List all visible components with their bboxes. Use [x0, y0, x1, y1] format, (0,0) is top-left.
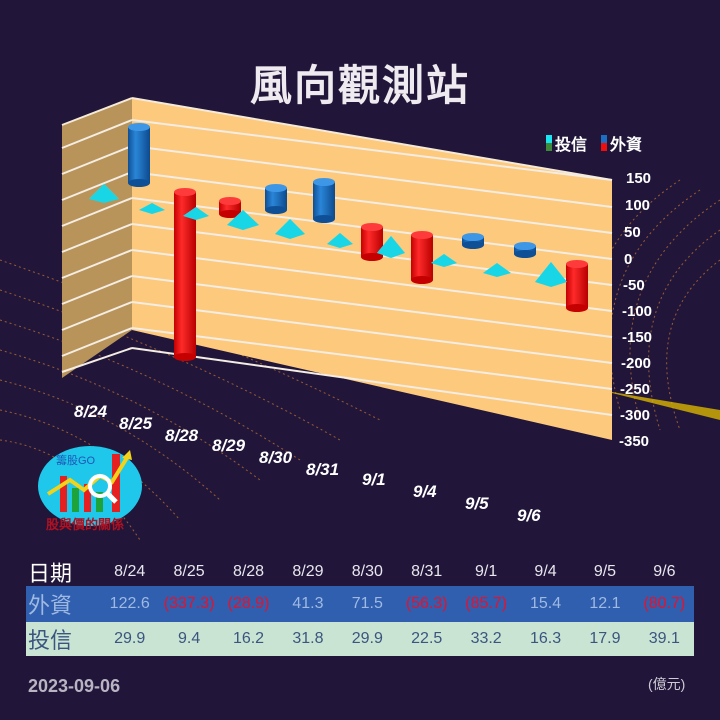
- y-tick: 50: [624, 224, 641, 241]
- pyramid-swatch-icon: [546, 135, 552, 151]
- chart-legend: 投信 外資: [546, 131, 642, 155]
- table-row-trust: 投信 29.9 9.4 16.2 31.8 29.9 22.5 33.2 16.…: [26, 622, 694, 656]
- table-cell: 41.3: [292, 595, 324, 612]
- table-cell: 122.6: [109, 595, 150, 612]
- brand-logo: 籌股GO 股與價的關係: [38, 446, 142, 532]
- legend-item-foreign: 外資: [601, 131, 642, 155]
- trust-series: [89, 184, 567, 287]
- y-tick: -300: [620, 407, 651, 424]
- data-table: 日期 8/24 8/25 8/28 8/29 8/30 8/31 9/1 9/4…: [26, 558, 694, 656]
- table-cell: 8/25: [173, 563, 205, 580]
- y-tick: -100: [622, 303, 653, 320]
- table-cell: 8/28: [232, 563, 265, 580]
- table-cell: 16.2: [232, 630, 265, 647]
- table-cell: 8/30: [351, 563, 383, 580]
- logo-chart-icon: [38, 446, 142, 526]
- x-tick: 8/30: [259, 448, 293, 467]
- table-cell: 17.9: [589, 630, 621, 647]
- table-cell: 16.3: [529, 630, 562, 647]
- table-cell: 8/31: [411, 563, 443, 580]
- y-tick: -50: [623, 277, 645, 294]
- x-tick: 8/25: [119, 414, 153, 433]
- table-cell-negative: (56.3): [405, 595, 448, 612]
- table-cell-negative: (28.9): [227, 595, 270, 612]
- legend-label: 投信: [555, 135, 588, 154]
- y-tick: -150: [622, 329, 653, 346]
- x-tick: 9/1: [362, 470, 386, 489]
- table-cell: 9/5: [593, 563, 617, 580]
- chart-back-wall: [132, 98, 612, 440]
- table-cell: 9.4: [177, 630, 201, 647]
- cylinder-swatch-icon: [601, 135, 608, 151]
- table-cell: 15.4: [529, 595, 562, 612]
- row-header-date: 日期: [28, 562, 73, 587]
- table-cell: 31.8: [292, 630, 324, 647]
- y-tick: -200: [621, 355, 652, 372]
- x-tick: 8/31: [306, 460, 340, 479]
- x-tick: 9/6: [517, 506, 541, 525]
- logo-brand: 籌股GO: [56, 455, 96, 467]
- y-tick: 0: [624, 251, 633, 268]
- row-header-foreign: 外資: [28, 594, 73, 619]
- y-tick: 150: [626, 170, 652, 187]
- legend-label: 外資: [610, 135, 643, 154]
- legend-item-trust: 投信: [546, 131, 587, 155]
- unit-label: (億元): [648, 676, 686, 692]
- table-cell: 39.1: [648, 630, 680, 647]
- x-tick: 9/5: [465, 494, 489, 513]
- table-cell-negative: (337.3): [163, 595, 215, 612]
- x-tick: 8/29: [212, 436, 246, 455]
- y-tick: -350: [619, 433, 650, 450]
- table-cell: 22.5: [411, 630, 443, 647]
- table-cell: 29.9: [114, 630, 146, 647]
- table-cell: 9/6: [653, 563, 676, 580]
- table-cell: 12.1: [589, 595, 621, 612]
- table-cell-negative: (80.7): [643, 595, 686, 612]
- table-cell: 8/24: [114, 563, 146, 580]
- report-date: 2023-09-06: [28, 676, 121, 696]
- x-tick: 8/28: [165, 426, 199, 445]
- table-cell-negative: (85.7): [465, 595, 508, 612]
- y-tick: -250: [620, 381, 651, 398]
- table-cell: 9/4: [534, 563, 557, 580]
- table-cell: 33.2: [470, 630, 502, 647]
- foreign-series: [128, 123, 588, 361]
- chart-3d: [0, 97, 720, 541]
- x-tick: 9/4: [413, 482, 437, 501]
- x-tick: 8/24: [74, 402, 108, 421]
- table-cell: 9/1: [475, 563, 498, 580]
- table-row-dates: 日期 8/24 8/25 8/28 8/29 8/30 8/31 9/1 9/4…: [26, 558, 694, 587]
- row-header-trust: 投信: [28, 629, 73, 654]
- logo-slogan: 股與價的關係: [46, 517, 125, 532]
- y-tick: 100: [625, 197, 651, 214]
- table-cell: 8/29: [292, 563, 324, 580]
- page-title: 風向觀測站: [249, 61, 470, 110]
- table-cell: 71.5: [351, 595, 383, 612]
- table-cell: 29.9: [351, 630, 383, 647]
- table-row-foreign: 外資 122.6 (337.3) (28.9) 41.3 71.5 (56.3)…: [26, 586, 694, 622]
